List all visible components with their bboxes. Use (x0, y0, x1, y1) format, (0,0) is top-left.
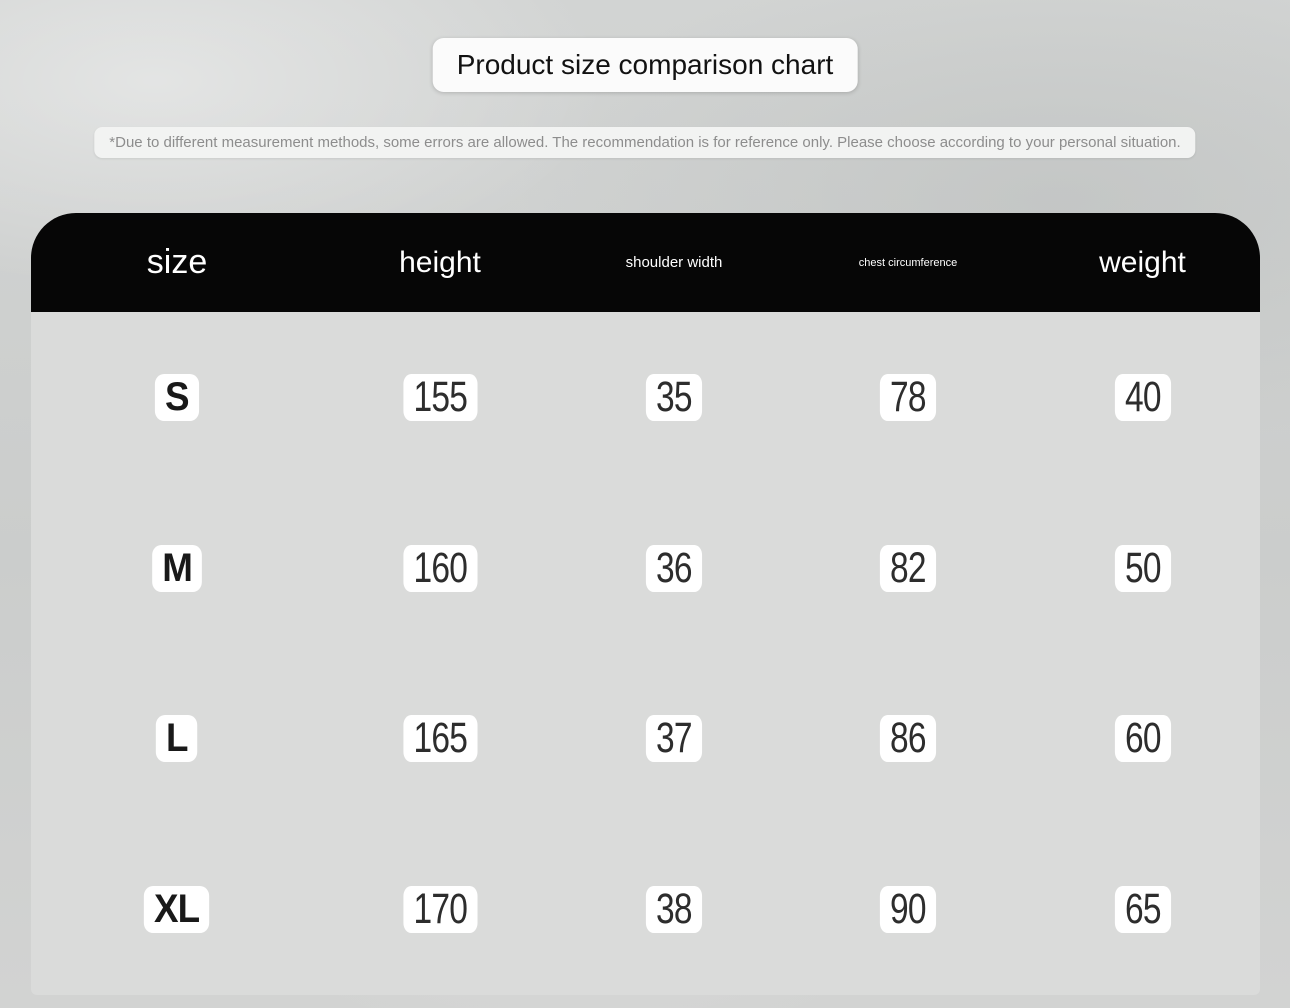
value-pill: 165 (403, 714, 477, 763)
table-cell: 78 (791, 312, 1025, 483)
size-pill: L (156, 715, 198, 763)
value-pill: 40 (1114, 373, 1171, 421)
table-cell: 50 (1025, 483, 1260, 654)
value-pill: 50 (1114, 544, 1171, 592)
table-body: S 155 35 78 40 M 160 36 82 50 L 165 37 86 60 XL 170 38 90 6… (31, 312, 1260, 995)
table-cell: 86 (791, 654, 1025, 825)
value-pill: 38 (645, 885, 703, 934)
value-pill: 36 (645, 544, 703, 592)
value-pill: 90 (879, 885, 937, 934)
table-cell: XL (31, 824, 323, 995)
table-cell: L (31, 654, 323, 825)
table-cell: 155 (323, 312, 557, 483)
table-cell: 170 (323, 824, 557, 995)
header-cell-chest-circumference: chest circumference (858, 256, 958, 269)
table-cell: 82 (791, 483, 1025, 654)
header-cell-shoulder-width: shoulder width (625, 254, 723, 271)
table-header: size height shoulder width chest circumfere… (31, 213, 1260, 312)
table-cell: S (31, 312, 323, 483)
table-cell: 90 (791, 824, 1025, 995)
table-cell: 36 (557, 483, 791, 654)
value-pill: 155 (403, 373, 477, 421)
value-pill: 60 (1114, 714, 1171, 763)
value-pill: 35 (645, 373, 703, 421)
value-pill: 78 (879, 373, 937, 421)
value-pill: 82 (879, 544, 937, 592)
value-pill: 170 (403, 885, 477, 934)
table-cell: M (31, 483, 323, 654)
table-cell: 37 (557, 654, 791, 825)
table-cell: 40 (1025, 312, 1260, 483)
size-pill: M (152, 544, 202, 592)
table-cell: 160 (323, 483, 557, 654)
page-title: Product size comparison chart (456, 49, 834, 80)
value-pill: 160 (403, 544, 477, 592)
table-cell: 65 (1025, 824, 1260, 995)
table-cell: 38 (557, 824, 791, 995)
value-pill: 37 (645, 714, 703, 763)
value-pill: 86 (879, 714, 937, 763)
table-cell: 35 (557, 312, 791, 483)
table-cell: 165 (323, 654, 557, 825)
header-cell-size: size (146, 243, 208, 281)
header-cell-height: height (399, 245, 481, 279)
disclaimer-text: *Due to different measurement methods, s… (109, 134, 1181, 151)
header-cell-weight: weight (1099, 245, 1186, 279)
size-pill: S (155, 373, 199, 421)
size-pill: XL (144, 886, 210, 934)
value-pill: 65 (1114, 885, 1171, 934)
page-title-pill: Product size comparison chart (432, 38, 858, 92)
disclaimer-pill: *Due to different measurement methods, s… (94, 127, 1196, 158)
table-cell: 60 (1025, 654, 1260, 825)
size-table: size height shoulder width chest circumfere… (31, 213, 1260, 995)
